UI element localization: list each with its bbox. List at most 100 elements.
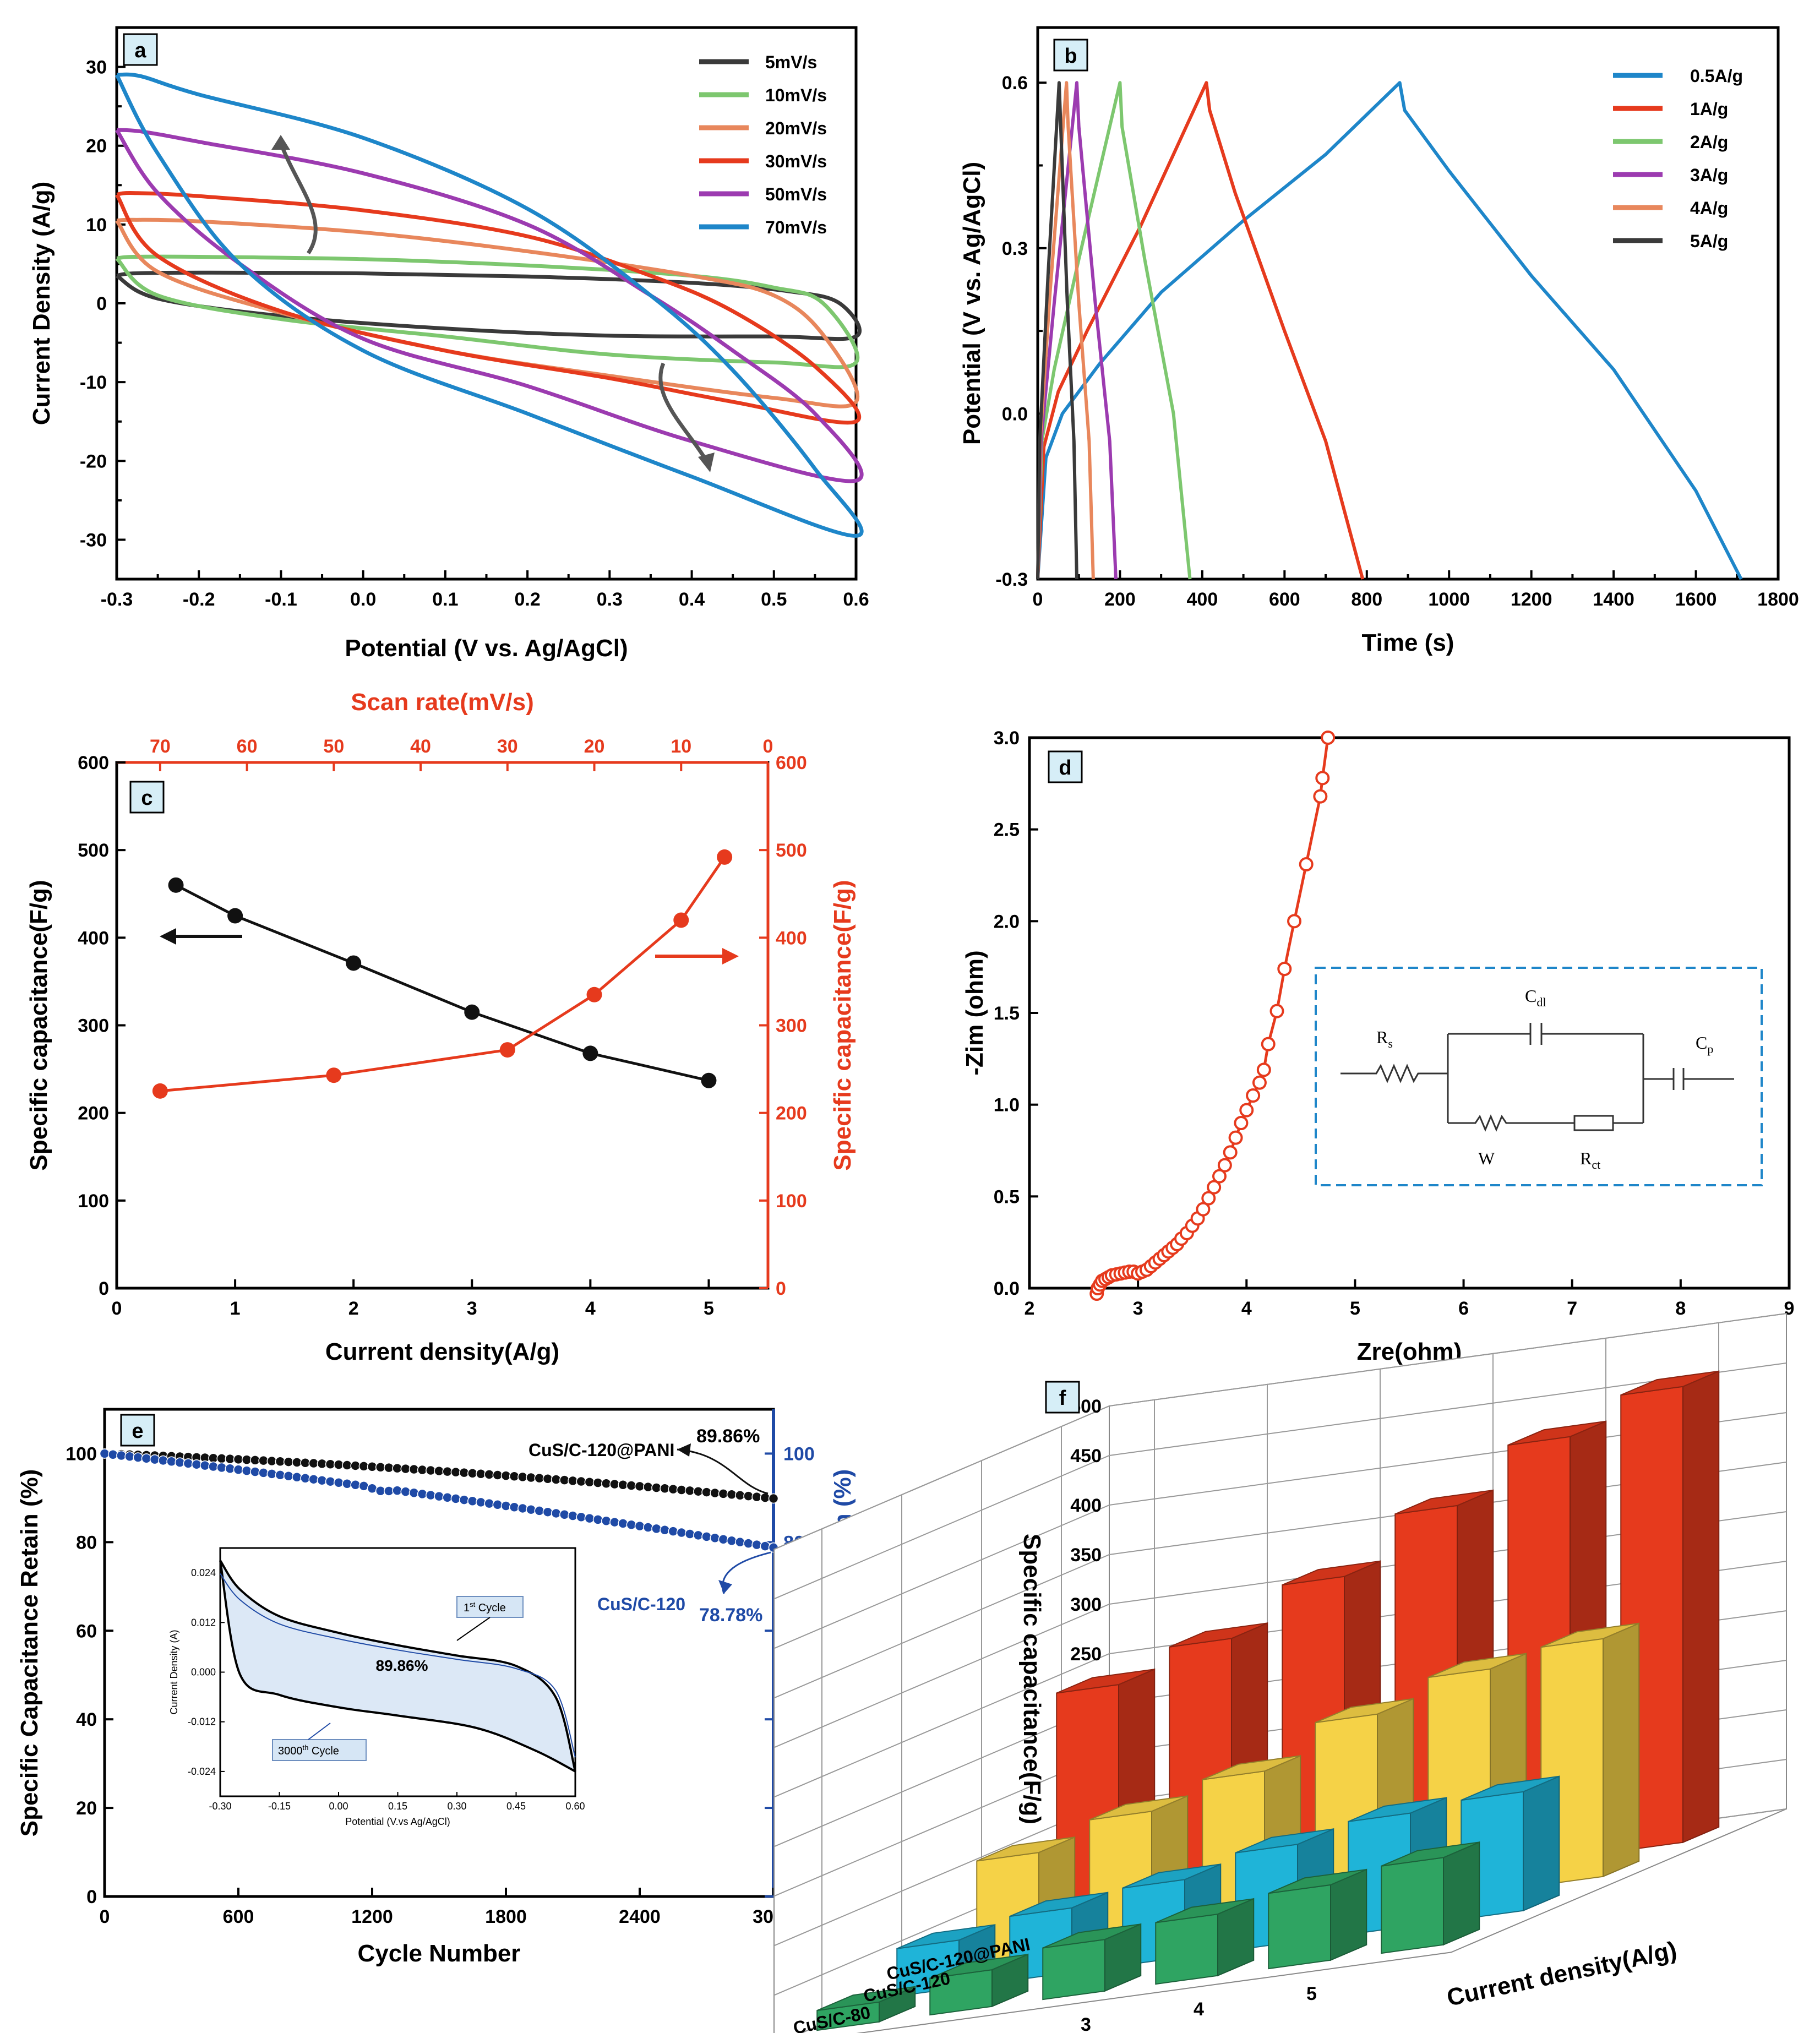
retention-point-1: [350, 1480, 361, 1490]
panel-b: 0 200 400 600 800 1000 1200 1400 1600 1800 -0.3 0.0…: [958, 26, 1799, 656]
y-axis-label: Potential (V vs. Ag/AgCl): [958, 162, 985, 445]
bar-front: [1268, 1884, 1331, 1970]
panel-label-box: [120, 1414, 155, 1447]
retention-point-0: [350, 1460, 361, 1471]
y-tick-label: 2.5: [994, 820, 1020, 841]
bar-top: [816, 1986, 916, 2012]
retention-point-0: [726, 1489, 737, 1500]
plot-frame: [1028, 736, 1791, 1290]
retention-point-1: [141, 1453, 152, 1464]
retention-point-1: [584, 1513, 595, 1524]
retention-point-1: [626, 1519, 637, 1530]
x-tick-label: 200: [1104, 589, 1136, 610]
retention-point-1: [651, 1523, 662, 1534]
retention-point-1: [426, 1490, 436, 1501]
x2-tick-label: 20: [584, 736, 605, 757]
retention-point-1: [342, 1478, 352, 1489]
panel-e: 0600120018002400300000202040406060808010…: [16, 1408, 856, 1967]
retention-point-0: [559, 1475, 570, 1485]
y-tick-label: 100: [78, 1191, 109, 1212]
retention-point-0: [334, 1459, 344, 1470]
retention-point-0: [208, 1453, 219, 1463]
x-tick-label: 2: [348, 1298, 359, 1319]
label-rct-base: R: [1580, 1148, 1592, 1168]
y2-axis-label: Specific capacitance(F/g): [829, 880, 856, 1170]
retention-point-0: [760, 1492, 771, 1503]
retention-point-1: [283, 1471, 294, 1481]
panel-label-box: [123, 33, 158, 66]
bar-top: [1461, 1775, 1560, 1801]
grid-line: [773, 1313, 1787, 1550]
x-tick-label: 1: [230, 1298, 241, 1319]
panel-label: a: [134, 39, 146, 62]
x-tick-label: 2400: [619, 1906, 661, 1927]
inset-center-value: 89.86%: [376, 1657, 428, 1674]
retention-point-0: [300, 1457, 310, 1468]
y-tick-label: 0.6: [1002, 73, 1028, 94]
retention-point-0: [576, 1476, 586, 1487]
x-axis-label: Time (s): [1362, 629, 1454, 656]
gcd-curve-1A/g: [1036, 81, 1365, 580]
bar-top: [1315, 1698, 1414, 1724]
eis-point: [1207, 1180, 1222, 1195]
data-point-scan: [717, 849, 733, 865]
y2-tick-label: 200: [776, 1103, 807, 1124]
panel-label-box: [129, 781, 165, 814]
x-tick-label: 5: [704, 1298, 714, 1319]
panel-label-box: [1053, 39, 1088, 72]
retention-point-1: [317, 1475, 328, 1486]
y-tick-label: 500: [78, 840, 109, 861]
retention-point-1: [492, 1500, 503, 1510]
retention-point-0: [400, 1463, 411, 1474]
label-rs-sub: s: [1388, 1037, 1393, 1050]
retention-point-0: [417, 1464, 428, 1475]
label-rct-sub: ct: [1592, 1158, 1600, 1171]
x-tick-label: 5: [1350, 1298, 1360, 1319]
eis-line: [1095, 737, 1329, 1294]
legend-label: 30mV/s: [765, 151, 827, 171]
retention-point-0: [618, 1480, 628, 1490]
retention-point-1: [551, 1508, 562, 1519]
inset-x-tick-label: -0.30: [209, 1801, 231, 1812]
callout-line: [677, 1448, 769, 1495]
retention-point-1: [208, 1461, 219, 1472]
resistor-rct-icon: [1573, 1115, 1614, 1131]
bar-top: [1620, 1370, 1719, 1396]
cycle-3000-label: 3000th Cycle: [278, 1743, 339, 1757]
y-tick-label: 10: [86, 215, 107, 236]
retention-point-0: [609, 1479, 620, 1490]
retention-point-1: [517, 1503, 528, 1514]
retention-point-0: [467, 1468, 478, 1479]
y-tick-label: 0: [86, 1887, 97, 1907]
y-tick-label: 20: [86, 136, 107, 157]
bar-top: [1394, 1490, 1494, 1515]
retention-point-1: [175, 1457, 185, 1468]
x-tick-label: -0.1: [265, 589, 297, 610]
retention-point-1: [634, 1520, 645, 1531]
legend-label: 5mV/s: [765, 52, 817, 72]
retention-point-1: [735, 1536, 745, 1547]
retention-point-1: [442, 1492, 453, 1503]
retention-point-0: [509, 1471, 520, 1481]
data-point-scan: [326, 1067, 342, 1083]
retention-point-1: [133, 1452, 143, 1463]
y-tick-label: 0.5: [994, 1186, 1020, 1207]
y-tick-label: 3.0: [994, 728, 1020, 749]
eis-point: [1299, 857, 1314, 871]
eis-point: [1277, 962, 1292, 976]
x2-axis-label: Scan rate(mV/s): [351, 689, 534, 716]
retention-point-1: [325, 1476, 336, 1487]
retention-point-0: [651, 1482, 662, 1493]
retention-point-1: [107, 1449, 118, 1460]
y-tick-label: 1.5: [994, 1003, 1020, 1024]
y-tick-label: 600: [78, 753, 109, 773]
y-tick-label: -0.3: [995, 569, 1028, 590]
inset-y-label: Current Density (A): [168, 1629, 179, 1714]
resistor-rs-icon: [1341, 1064, 1448, 1083]
series-name-pani: CuS/C-120@PANI: [528, 1440, 674, 1460]
bar-top: [929, 1954, 1028, 1979]
retention-point-0: [342, 1460, 352, 1470]
data-point-current: [701, 1072, 717, 1088]
retention-point-1: [568, 1511, 578, 1521]
